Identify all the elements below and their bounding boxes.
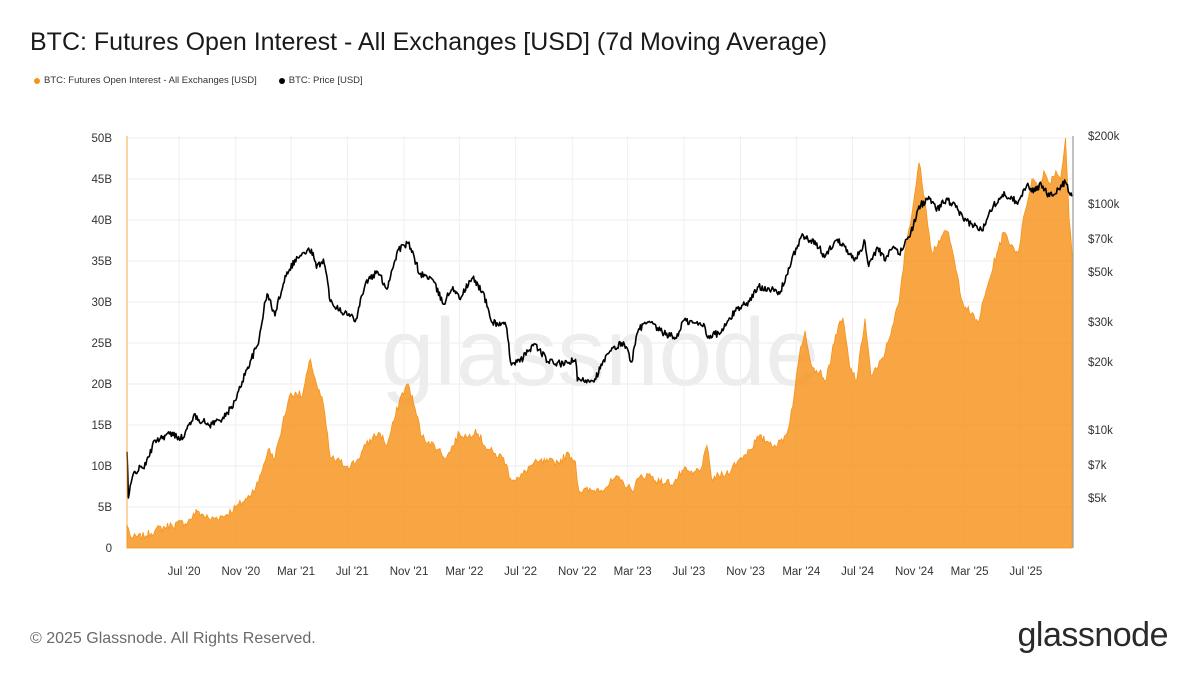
y-left-tick-label: 30B: [92, 297, 113, 309]
y-left-tick-label: 0: [106, 543, 112, 555]
legend-label-price: BTC: Price [USD]: [288, 75, 363, 86]
legend-dot-open-interest: [34, 77, 40, 84]
y-right-tick-label: $20k: [1088, 357, 1113, 369]
x-tick-label: Nov '23: [726, 566, 765, 578]
copyright-notice: © 2025 Glassnode. All Rights Reserved.: [30, 630, 316, 647]
axes: 0 5B 10B 15B 20B 25B 30B 35B 40B 45B 50B Jul '20 Nov…: [92, 131, 1120, 578]
x-tick-label: Jul '24: [841, 566, 874, 578]
x-tick-label: Jul '23: [672, 566, 705, 578]
x-tick-label: Jul '20: [168, 566, 201, 578]
y-left-tick-label: 50B: [92, 133, 113, 145]
y-left-tick-label: 5B: [98, 502, 112, 514]
chart-canvas: glassnode 0 5B 10B 15B 20B 25B 30B 35B 40B 45B 50B…: [92, 131, 1120, 578]
y-right-tick-label: $30k: [1088, 317, 1113, 329]
legend-label-open-interest: BTC: Futures Open Interest - All Exchang…: [44, 75, 257, 86]
y-right-tick-label: $5k: [1088, 493, 1107, 505]
y-right-tick-label: $70k: [1088, 234, 1113, 246]
y-right-tick-label: $100k: [1088, 199, 1120, 211]
legend-item-open-interest[interactable]: BTC: Futures Open Interest - All Exchang…: [34, 75, 257, 86]
x-tick-label: Mar '25: [951, 566, 989, 578]
y-left-tick-label: 10B: [92, 461, 113, 473]
open-interest-series: [126, 137, 1073, 549]
y-left-tick-label: 45B: [92, 174, 113, 186]
y-left-tick-label: 35B: [92, 256, 113, 268]
legend-dot-price: [278, 77, 285, 84]
chart-title: BTC: Futures Open Interest - All Exchang…: [30, 28, 828, 56]
chart-legend: BTC: Futures Open Interest - All Exchang…: [34, 75, 363, 86]
y-left-tick-label: 15B: [92, 420, 113, 432]
legend-item-price[interactable]: BTC: Price [USD]: [278, 75, 363, 86]
price-series: [126, 179, 1073, 499]
y-left-tick-label: 25B: [92, 338, 113, 350]
watermark: glassnode: [381, 299, 819, 406]
x-tick-label: Jul '21: [336, 566, 369, 578]
y-right-tick-label: $200k: [1088, 131, 1120, 143]
x-tick-label: Mar '23: [614, 566, 652, 578]
y-right-tick-label: $50k: [1088, 267, 1113, 279]
x-tick-label: Nov '20: [221, 566, 260, 578]
x-tick-label: Mar '24: [782, 566, 821, 578]
x-tick-label: Nov '21: [390, 566, 429, 578]
x-tick-label: Jul '25: [1009, 566, 1042, 578]
x-tick-label: Mar '22: [445, 566, 483, 578]
y-left-tick-label: 20B: [92, 379, 113, 391]
y-right-tick-label: $7k: [1088, 460, 1107, 472]
y-right-tick-label: $10k: [1088, 425, 1113, 437]
y-left-tick-label: 40B: [92, 215, 113, 227]
x-tick-label: Nov '24: [895, 566, 934, 578]
x-tick-label: Nov '22: [558, 566, 597, 578]
glassnode-logo: glassnode: [1017, 616, 1168, 654]
x-tick-label: Jul '22: [504, 566, 537, 578]
price-line: [126, 179, 1073, 499]
x-tick-label: Mar '21: [277, 566, 315, 578]
open-interest-area: [126, 137, 1073, 549]
